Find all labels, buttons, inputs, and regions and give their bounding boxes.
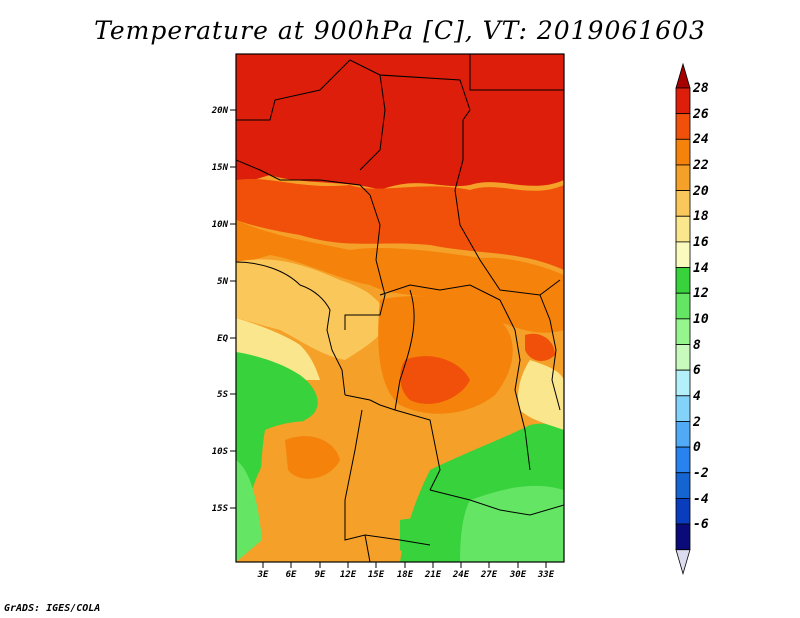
colorbar-label: -4 <box>693 492 709 507</box>
colorbar-label: 8 <box>693 338 701 353</box>
lat-label: 10S <box>212 447 229 457</box>
lon-label: 3E <box>257 570 269 580</box>
colorbar-label: 26 <box>692 107 709 122</box>
colorbar-swatch <box>675 138 691 166</box>
colorbar-swatch <box>675 472 691 499</box>
colorbar-label: 16 <box>693 235 709 250</box>
lon-label: 12E <box>340 570 357 580</box>
colorbar-label: -2 <box>693 466 709 481</box>
lon-label: 24E <box>452 570 470 580</box>
colorbar-swatch <box>675 87 691 115</box>
colorbar-swatch <box>675 395 691 422</box>
colorbar-swatch <box>675 523 691 551</box>
colorbar-label: 28 <box>692 81 709 96</box>
colorbar-swatch <box>675 113 691 140</box>
lat-label: 10N <box>212 220 229 230</box>
colorbar-arrow-bottom <box>675 549 691 576</box>
colorbar <box>675 62 691 576</box>
colorbar-swatch <box>675 344 691 371</box>
colorbar-swatch <box>675 292 691 320</box>
colorbar-label: 10 <box>693 312 709 327</box>
colorbar-label: 18 <box>693 209 709 224</box>
lat-label: 5S <box>217 390 228 400</box>
colorbar-swatch <box>675 318 691 345</box>
lon-label: 30E <box>509 570 527 580</box>
colorbar-label: 24 <box>692 132 709 147</box>
lat-label: EQ <box>217 334 228 344</box>
colorbar-swatch <box>675 190 691 217</box>
latitude-axis: 20N 15N 10N 5N EQ 5S 10S 15S <box>211 106 236 514</box>
colorbar-swatch <box>675 164 691 191</box>
colorbar-swatch <box>675 497 691 525</box>
colorbar-label: 4 <box>693 389 701 404</box>
lon-label: 33E <box>537 570 555 580</box>
lon-label: 9E <box>315 570 326 580</box>
colorbar-label: 6 <box>693 363 701 378</box>
longitude-axis: 3E 6E 9E 12E 15E 18E 21E 24E 27E 30E 33E <box>257 562 555 580</box>
colorbar-label: 14 <box>693 261 709 276</box>
footer-credit: GrADS: IGES/COLA <box>4 603 101 614</box>
colorbar-labels: 28 26 24 22 20 18 16 14 12 10 8 6 4 2 0 … <box>692 81 709 532</box>
map-title: Temperature at 900hPa [C], VT: 201906160… <box>94 16 706 45</box>
lat-label: 15S <box>212 504 229 514</box>
colorbar-label: 12 <box>693 286 709 301</box>
lat-label: 20N <box>211 106 229 116</box>
colorbar-swatch <box>675 446 691 474</box>
lon-label: 15E <box>368 570 385 580</box>
colorbar-swatch <box>675 267 691 294</box>
lat-label: 5N <box>217 277 228 287</box>
colorbar-swatch <box>675 369 691 397</box>
colorbar-arrow-top <box>675 62 691 89</box>
lon-label: 27E <box>480 570 498 580</box>
map-frame <box>235 53 565 563</box>
lon-label: 18E <box>397 570 414 580</box>
colorbar-swatch <box>675 241 691 268</box>
colorbar-swatch <box>675 215 691 243</box>
colorbar-label: 0 <box>693 440 701 455</box>
colorbar-label: 22 <box>692 158 709 173</box>
temperature-field <box>236 54 564 562</box>
lon-label: 21E <box>424 570 442 580</box>
colorbar-label: -6 <box>693 517 709 532</box>
lat-label: 15N <box>212 163 229 173</box>
colorbar-label: 2 <box>692 415 701 430</box>
colorbar-swatch <box>675 421 691 448</box>
country-borders <box>236 54 564 562</box>
lon-label: 6E <box>286 570 297 580</box>
colorbar-label: 20 <box>692 184 709 199</box>
